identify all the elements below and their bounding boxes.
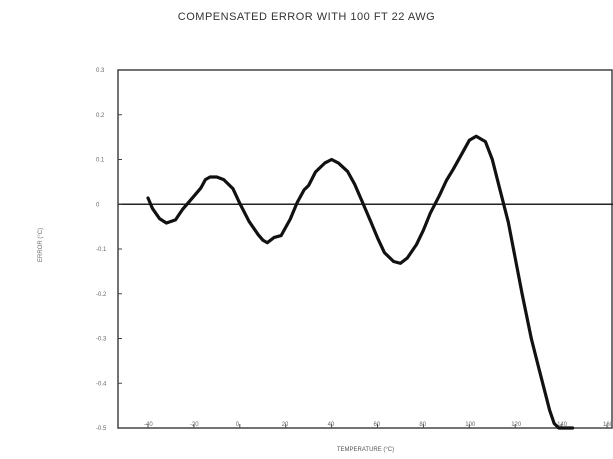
y-tick-label: 0.3 [96,68,105,74]
y-tick-label: 0 [96,202,100,208]
x-tick-label: 40 [328,422,335,428]
x-tick-label: 80 [419,422,426,428]
x-tick-label: 60 [374,422,381,428]
axes-layer: 0.3 0.2 0.1 0 -0.1 -0.2 -0.3 -0.4 -0.5 -40 -20 0 20 4… [96,68,613,432]
x-tick-label: -20 [190,422,199,428]
x-axis-label: TEMPERATURE (°C) [336,447,395,453]
x-tick-label: 100 [465,422,476,428]
y-tick-label: 0.1 [96,158,105,164]
x-tick-label: -40 [144,422,153,428]
y-tick-label: -0.2 [96,292,107,298]
y-tick-label: 0.2 [96,113,105,119]
x-tick-label: 160 [603,422,613,428]
series-line [146,134,575,430]
x-tick-label: 0 [236,422,240,428]
y-tick-label: -0.1 [96,247,107,253]
chart-title: COMPENSATED ERROR WITH 100 FT 22 AWG [177,11,436,23]
plot-frame [117,69,613,429]
x-tick-label: 120 [511,422,522,428]
series-layer [146,134,575,430]
y-tick-label: -0.4 [96,381,107,387]
y-tick-label: -0.5 [96,426,107,432]
x-tick-label: 140 [557,422,568,428]
x-tick-label: 20 [282,422,289,428]
y-tick-label: -0.3 [96,337,107,343]
